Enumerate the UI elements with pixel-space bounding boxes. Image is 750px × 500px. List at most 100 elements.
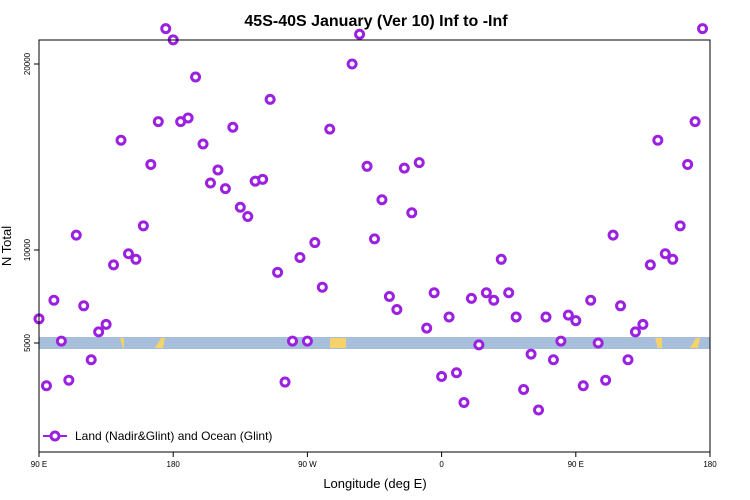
y-tick-label-1: 10000	[23, 238, 32, 261]
data-point-76	[600, 374, 612, 386]
data-point-36	[301, 335, 313, 347]
band-bar	[39, 337, 710, 349]
data-point-4	[63, 374, 75, 386]
data-point-28	[242, 211, 254, 223]
data-point-83	[652, 134, 664, 146]
band-highlight-1	[155, 338, 165, 348]
band-highlight-4	[690, 338, 700, 348]
chart-title: 45S-40S January (Ver 10) Inf to -Inf	[244, 13, 508, 30]
data-point-48	[391, 304, 403, 316]
data-point-66	[525, 348, 537, 360]
data-point-52	[421, 322, 433, 334]
legend-label: Land (Nadir&Glint) and Ocean (Glint)	[75, 429, 272, 443]
data-point-11	[115, 134, 127, 146]
y-tick-label-0: 5000	[23, 334, 32, 352]
data-point-53	[428, 287, 440, 299]
data-point-14	[137, 220, 149, 232]
x-tick-label-0: 90 E	[31, 460, 47, 469]
data-point-16	[152, 116, 164, 128]
data-point-63	[503, 287, 515, 299]
data-point-64	[510, 311, 522, 323]
data-point-13	[130, 253, 142, 265]
data-point-49	[398, 162, 410, 174]
data-point-73	[577, 380, 589, 392]
data-point-6	[78, 300, 90, 312]
data-point-21	[190, 71, 202, 83]
data-point-23	[204, 177, 216, 189]
data-point-54	[436, 370, 448, 382]
data-point-9	[100, 318, 112, 330]
data-point-27	[234, 201, 246, 213]
data-point-1	[40, 380, 52, 392]
x-axis-label: Longitude (deg E)	[323, 476, 426, 491]
x-tick-label-5: 180	[703, 460, 717, 469]
data-point-55	[443, 311, 455, 323]
data-point-33	[279, 376, 291, 388]
band-highlight-3	[655, 338, 662, 348]
y-axis-ticks: 5000 10000 20000	[23, 52, 39, 352]
data-point-25	[219, 183, 231, 195]
data-point-81	[637, 318, 649, 330]
data-point-58	[465, 292, 477, 304]
data-point-39	[324, 123, 336, 135]
legend: Land (Nadir&Glint) and Ocean (Glint)	[43, 429, 272, 443]
data-point-17	[160, 23, 172, 35]
x-tick-label-1: 180	[167, 460, 181, 469]
data-point-5	[70, 229, 82, 241]
data-point-47	[383, 291, 395, 302]
data-point-71	[562, 309, 574, 321]
data-point-61	[488, 294, 500, 306]
y-tick-label-2: 20000	[23, 52, 32, 75]
data-point-10	[108, 259, 120, 271]
data-point-56	[451, 367, 463, 379]
data-point-22	[197, 138, 209, 150]
legend-marker	[49, 430, 61, 442]
data-point-75	[592, 337, 604, 349]
data-point-34	[286, 335, 298, 347]
plot-frame	[38, 39, 711, 453]
data-point-7	[85, 354, 97, 366]
data-point-85	[667, 253, 679, 265]
data-point-60	[480, 287, 492, 299]
x-tick-label-2: 90 W	[298, 460, 317, 469]
data-point-82	[644, 259, 656, 271]
band-highlight-0	[120, 338, 124, 348]
data-point-67	[533, 404, 545, 416]
data-point-30	[257, 173, 269, 185]
data-point-89	[697, 23, 709, 35]
data-point-68	[540, 311, 552, 323]
data-point-57	[458, 397, 470, 409]
data-point-35	[294, 251, 306, 263]
data-point-38	[316, 281, 328, 293]
data-point-62	[495, 253, 507, 265]
data-point-51	[413, 157, 425, 169]
data-point-15	[145, 158, 157, 170]
data-point-45	[369, 233, 380, 245]
reference-band	[39, 337, 710, 349]
data-point-70	[555, 335, 567, 347]
data-point-88	[689, 116, 701, 128]
data-point-72	[570, 315, 582, 327]
band-highlight-2	[330, 338, 346, 348]
data-point-84	[659, 248, 671, 260]
data-point-87	[682, 158, 694, 170]
data-point-69	[547, 354, 559, 366]
data-point-50	[406, 207, 418, 219]
x-tick-label-4: 90 E	[568, 460, 584, 469]
data-point-12	[122, 248, 134, 260]
data-point-79	[622, 354, 634, 366]
data-point-78	[615, 300, 627, 312]
data-point-26	[227, 121, 239, 133]
data-point-37	[309, 237, 321, 249]
data-point-32	[272, 266, 284, 278]
data-point-20	[182, 112, 194, 124]
y-axis-label: N Total	[0, 226, 14, 266]
data-point-3	[55, 335, 67, 347]
x-tick-label-3: 0	[439, 460, 444, 469]
data-point-65	[518, 384, 530, 395]
data-point-74	[585, 294, 597, 306]
data-points	[33, 23, 709, 416]
data-point-42	[346, 58, 358, 70]
data-point-31	[264, 93, 276, 105]
